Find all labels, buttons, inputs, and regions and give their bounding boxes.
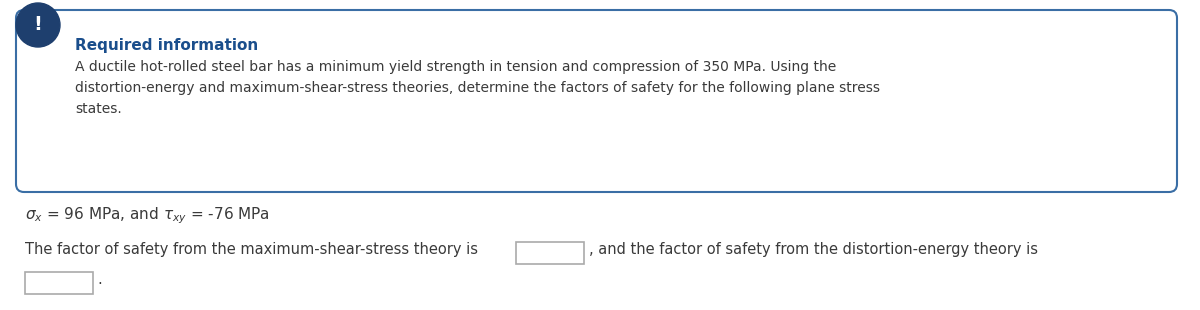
Circle shape (16, 3, 60, 47)
Text: Required information: Required information (74, 38, 258, 53)
Text: .: . (97, 272, 102, 287)
FancyBboxPatch shape (516, 242, 584, 264)
FancyBboxPatch shape (25, 272, 94, 294)
Text: A ductile hot-rolled steel bar has a minimum yield strength in tension and compr: A ductile hot-rolled steel bar has a min… (74, 60, 880, 116)
FancyBboxPatch shape (16, 10, 1177, 192)
Text: , and the factor of safety from the distortion-energy theory is: , and the factor of safety from the dist… (589, 242, 1038, 257)
Text: !: ! (34, 16, 42, 34)
Text: $\sigma_x$ = 96 MPa, and $\tau_{xy}$ = -76 MPa: $\sigma_x$ = 96 MPa, and $\tau_{xy}$ = -… (25, 205, 270, 226)
Text: The factor of safety from the maximum-shear-stress theory is: The factor of safety from the maximum-sh… (25, 242, 482, 257)
